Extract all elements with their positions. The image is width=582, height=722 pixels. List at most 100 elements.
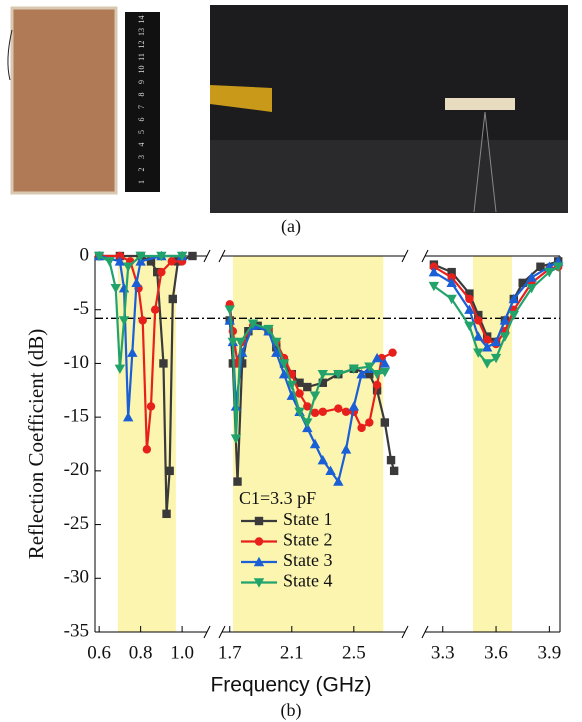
- marker: [490, 353, 502, 364]
- chamber-floor: [210, 140, 568, 213]
- marker: [122, 411, 134, 422]
- marker: [272, 343, 281, 352]
- marker: [428, 266, 440, 277]
- marker: [526, 272, 537, 282]
- marker: [473, 331, 484, 341]
- y-tick-label: -35: [64, 620, 89, 641]
- legend-label: State 2: [283, 530, 333, 550]
- legend-marker: [254, 516, 264, 526]
- marker: [482, 335, 492, 344]
- marker: [188, 251, 197, 261]
- marker: [122, 262, 134, 272]
- marker: [508, 310, 520, 321]
- ruler-mark: 12: [137, 41, 146, 49]
- legend-marker: [253, 578, 265, 588]
- y-tick-label: 0: [80, 244, 90, 265]
- marker: [333, 369, 344, 380]
- marker: [348, 364, 360, 374]
- x-axis-label: Frequency (GHz): [210, 674, 371, 697]
- marker: [341, 407, 351, 416]
- marker: [389, 466, 399, 476]
- marker: [114, 364, 126, 374]
- marker: [237, 359, 247, 368]
- marker: [365, 369, 374, 379]
- marker: [104, 257, 115, 267]
- marker: [446, 277, 457, 288]
- marker: [162, 509, 171, 519]
- marker: [357, 423, 366, 433]
- ruler-mark: 6: [137, 118, 146, 122]
- marker: [318, 378, 328, 387]
- photo-chamber: [210, 5, 568, 213]
- ruler-mark: 3: [137, 155, 146, 159]
- marker: [429, 262, 439, 271]
- legend-label: State 3: [283, 550, 333, 570]
- marker: [508, 293, 520, 304]
- marker: [473, 348, 484, 358]
- ruler-mark: 4: [137, 143, 146, 147]
- marker: [372, 380, 382, 390]
- marker: [227, 337, 239, 348]
- ruler-mark: 10: [137, 66, 146, 74]
- legend-label: State 1: [283, 509, 333, 529]
- caption: (b): [281, 700, 302, 721]
- y-tick-label: -10: [64, 352, 89, 373]
- marker: [379, 367, 391, 378]
- marker: [303, 402, 312, 411]
- marker: [138, 316, 147, 325]
- x-tick-label: 1.7: [218, 642, 242, 663]
- axis-break: [401, 249, 429, 263]
- marker: [388, 348, 397, 357]
- marker: [165, 466, 174, 476]
- marker: [131, 277, 142, 288]
- marker: [93, 251, 105, 262]
- ruler-mark: 9: [137, 80, 146, 84]
- x-tick-label: 3.6: [484, 642, 508, 663]
- marker: [310, 408, 320, 418]
- marker: [156, 251, 167, 262]
- marker: [235, 337, 246, 348]
- marker: [544, 267, 555, 278]
- marker: [356, 368, 367, 379]
- tripod: [473, 111, 497, 213]
- marker: [150, 305, 160, 314]
- axis-break: [401, 625, 429, 639]
- marker: [364, 362, 375, 372]
- marker: [159, 359, 168, 368]
- marker: [303, 382, 312, 392]
- marker: [499, 332, 511, 342]
- marker: [295, 389, 304, 398]
- x-tick-label: 2.1: [280, 642, 304, 663]
- ruler-mark: 14: [137, 16, 146, 24]
- x-tick-label: 3.3: [431, 642, 455, 663]
- marker: [286, 380, 297, 391]
- marker: [295, 378, 304, 387]
- ruler-mark: 2: [137, 168, 146, 172]
- y-tick-label: -25: [64, 513, 89, 534]
- marker: [317, 369, 329, 380]
- marker: [142, 445, 152, 454]
- marker: [334, 404, 343, 413]
- marker: [167, 257, 176, 266]
- marker: [465, 289, 474, 298]
- photo-antenna: [6, 4, 202, 208]
- marker: [325, 465, 336, 476]
- marker: [309, 438, 321, 449]
- marker: [380, 418, 390, 427]
- marker: [317, 454, 329, 465]
- y-tick-label: -5: [73, 298, 89, 319]
- marker: [157, 267, 166, 277]
- cable: [7, 29, 13, 81]
- marker: [447, 273, 456, 282]
- axis-break: [203, 625, 226, 639]
- marker: [176, 251, 188, 262]
- legend-marker: [253, 556, 265, 567]
- marker: [146, 402, 156, 411]
- marker: [271, 347, 282, 357]
- marker: [474, 316, 483, 325]
- marker: [309, 391, 321, 401]
- horn-antenna: [210, 85, 272, 112]
- legend-label: State 4: [283, 571, 333, 591]
